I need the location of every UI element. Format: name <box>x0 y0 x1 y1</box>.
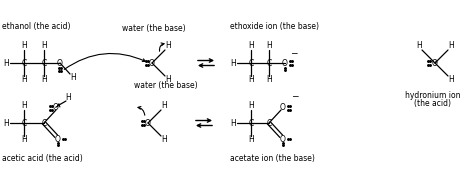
Text: H: H <box>266 75 272 84</box>
Text: O: O <box>432 58 438 67</box>
Text: C: C <box>21 118 27 128</box>
Text: H: H <box>70 73 76 82</box>
Text: C: C <box>248 58 254 67</box>
Text: H: H <box>21 75 27 84</box>
Text: hydronium ion: hydronium ion <box>405 91 461 100</box>
Text: H: H <box>416 41 422 50</box>
Text: H: H <box>248 135 254 145</box>
Text: C: C <box>248 118 254 128</box>
Text: C: C <box>21 58 27 67</box>
Text: ethanol (the acid): ethanol (the acid) <box>2 22 71 31</box>
Text: H: H <box>161 135 167 145</box>
Text: ethoxide ion (the base): ethoxide ion (the base) <box>230 22 319 31</box>
Text: C: C <box>266 58 272 67</box>
Text: C: C <box>41 58 46 67</box>
Text: H: H <box>161 101 167 111</box>
Text: O: O <box>55 134 61 143</box>
Text: H: H <box>21 41 27 50</box>
Text: H: H <box>21 135 27 145</box>
Text: H: H <box>230 58 236 67</box>
Text: C: C <box>41 118 46 128</box>
Text: water (the base): water (the base) <box>122 24 186 33</box>
Text: H: H <box>230 118 236 128</box>
Text: H: H <box>21 101 27 111</box>
Text: H: H <box>3 118 9 128</box>
Text: H: H <box>248 41 254 50</box>
Text: H: H <box>165 41 171 50</box>
Text: H: H <box>248 101 254 111</box>
FancyArrowPatch shape <box>138 106 145 115</box>
Text: −: − <box>291 91 299 100</box>
Text: H: H <box>41 41 47 50</box>
Text: acetate ion (the base): acetate ion (the base) <box>230 154 315 163</box>
Text: −: − <box>290 49 298 57</box>
Text: +: + <box>433 60 438 65</box>
Text: H: H <box>65 94 71 103</box>
Text: C: C <box>266 118 272 128</box>
FancyArrowPatch shape <box>55 104 60 107</box>
Text: O: O <box>280 134 286 143</box>
Text: H: H <box>248 75 254 84</box>
Text: O: O <box>280 104 286 112</box>
Text: H: H <box>165 75 171 84</box>
Text: H: H <box>448 41 454 50</box>
Text: H: H <box>266 41 272 50</box>
Text: acetic acid (the acid): acetic acid (the acid) <box>2 154 83 163</box>
Text: H: H <box>448 75 454 84</box>
Text: H: H <box>41 75 47 84</box>
Text: O: O <box>53 104 59 112</box>
FancyArrowPatch shape <box>64 53 146 69</box>
Text: O: O <box>57 58 63 67</box>
Text: water (the base): water (the base) <box>134 81 198 90</box>
FancyArrowPatch shape <box>159 43 164 51</box>
Text: (the acid): (the acid) <box>414 99 452 108</box>
Text: O: O <box>145 118 151 128</box>
Text: H: H <box>3 58 9 67</box>
Text: O: O <box>282 58 288 67</box>
Text: O: O <box>149 58 155 67</box>
